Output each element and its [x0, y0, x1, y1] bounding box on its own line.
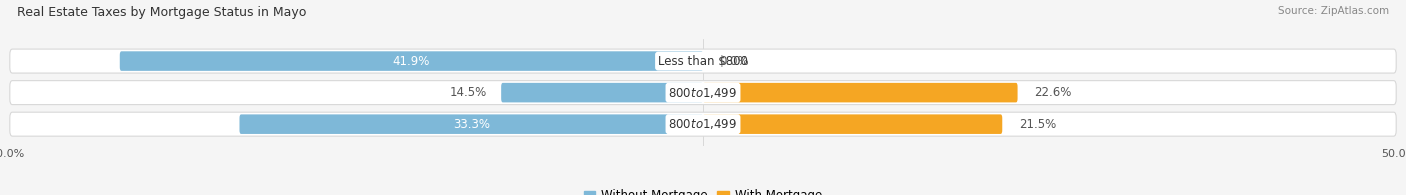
FancyBboxPatch shape [703, 114, 1002, 134]
Text: 0.0%: 0.0% [720, 55, 749, 68]
Text: Source: ZipAtlas.com: Source: ZipAtlas.com [1278, 6, 1389, 16]
Text: $800 to $1,499: $800 to $1,499 [668, 86, 738, 100]
FancyBboxPatch shape [10, 81, 1396, 105]
Text: 22.6%: 22.6% [1035, 86, 1071, 99]
FancyBboxPatch shape [10, 49, 1396, 73]
Text: 21.5%: 21.5% [1019, 118, 1056, 131]
FancyBboxPatch shape [239, 114, 703, 134]
Text: 14.5%: 14.5% [450, 86, 488, 99]
Legend: Without Mortgage, With Mortgage: Without Mortgage, With Mortgage [579, 184, 827, 195]
Text: Less than $800: Less than $800 [658, 55, 748, 68]
FancyBboxPatch shape [703, 83, 1018, 102]
FancyBboxPatch shape [120, 51, 703, 71]
Text: 33.3%: 33.3% [453, 118, 489, 131]
Text: 41.9%: 41.9% [392, 55, 430, 68]
Text: $800 to $1,499: $800 to $1,499 [668, 117, 738, 131]
FancyBboxPatch shape [10, 112, 1396, 136]
Text: Real Estate Taxes by Mortgage Status in Mayo: Real Estate Taxes by Mortgage Status in … [17, 6, 307, 19]
FancyBboxPatch shape [501, 83, 703, 102]
